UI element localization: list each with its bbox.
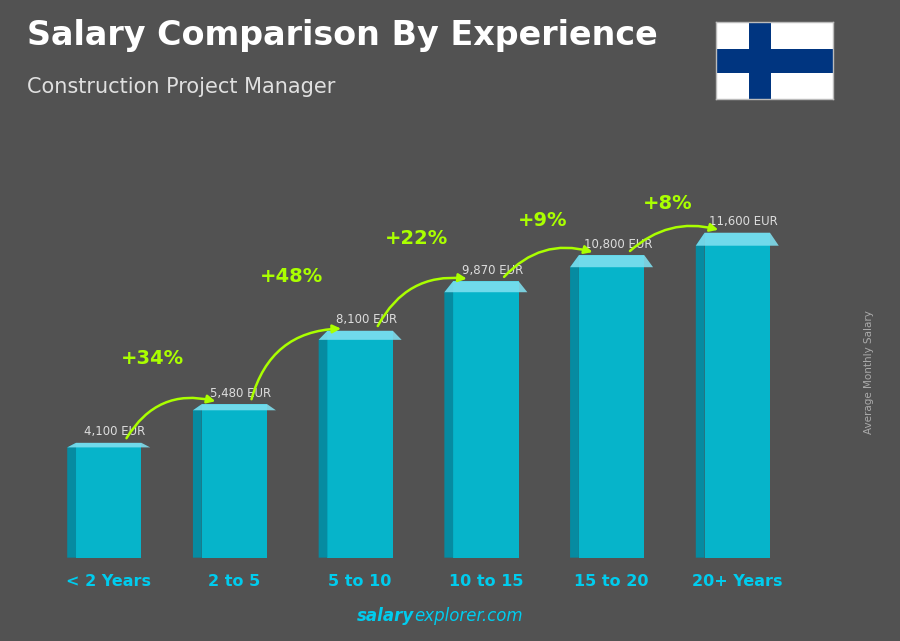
Bar [716,49,832,73]
Text: 4,100 EUR: 4,100 EUR [85,426,146,438]
Text: +34%: +34% [122,349,184,368]
Text: +8%: +8% [644,194,693,213]
FancyBboxPatch shape [454,281,518,558]
Polygon shape [68,443,76,558]
Polygon shape [319,331,401,340]
Bar [750,22,771,99]
Text: 8,100 EUR: 8,100 EUR [336,313,397,326]
FancyBboxPatch shape [202,404,267,558]
Polygon shape [319,331,328,558]
Text: +48%: +48% [259,267,322,286]
FancyBboxPatch shape [705,233,770,558]
Text: salary: salary [356,607,414,625]
Text: Construction Project Manager: Construction Project Manager [27,77,336,97]
Polygon shape [193,404,276,410]
Polygon shape [445,281,527,292]
FancyBboxPatch shape [328,331,392,558]
FancyBboxPatch shape [76,443,141,558]
Polygon shape [193,404,202,558]
Polygon shape [696,233,778,246]
Text: explorer.com: explorer.com [414,607,523,625]
Text: 10,800 EUR: 10,800 EUR [583,238,652,251]
Polygon shape [570,255,653,267]
Text: +22%: +22% [385,229,448,247]
Text: 5,480 EUR: 5,480 EUR [211,387,271,400]
FancyBboxPatch shape [579,255,644,558]
Polygon shape [68,443,150,447]
Text: 9,870 EUR: 9,870 EUR [462,263,523,277]
Text: Salary Comparison By Experience: Salary Comparison By Experience [27,19,658,52]
Text: +9%: +9% [518,211,567,230]
Polygon shape [570,255,579,558]
Polygon shape [696,233,705,558]
Polygon shape [445,281,454,558]
Text: Average Monthly Salary: Average Monthly Salary [863,310,874,434]
Text: 11,600 EUR: 11,600 EUR [709,215,778,228]
